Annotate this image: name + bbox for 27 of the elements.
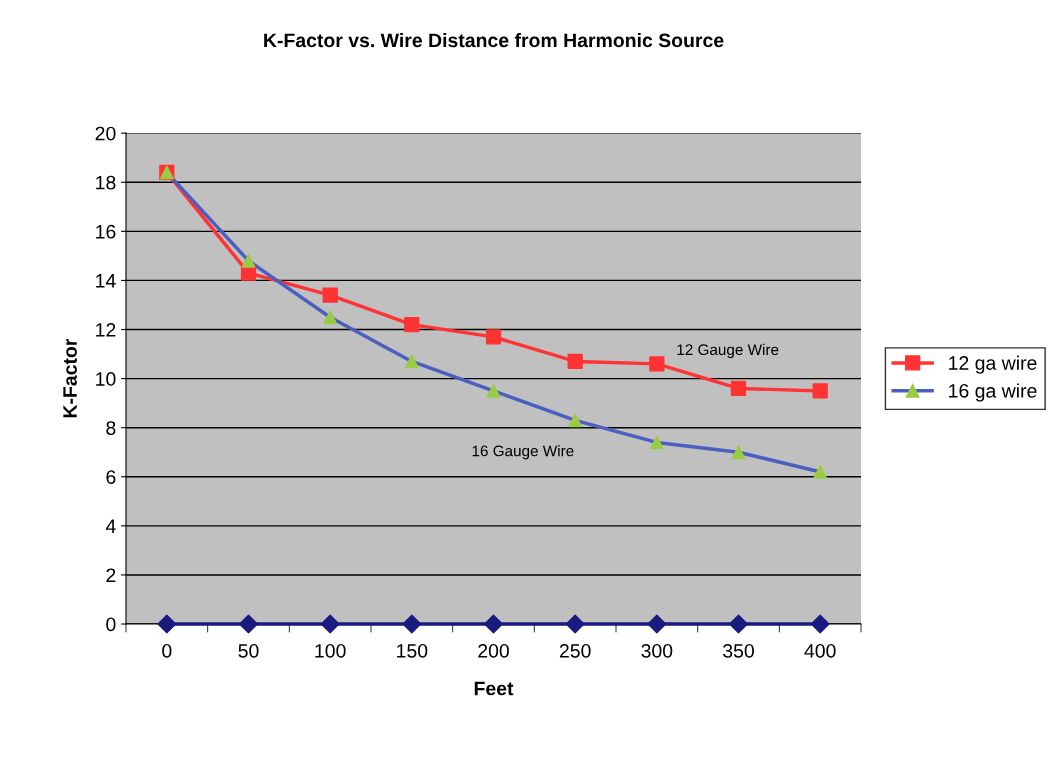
chart-title: K-Factor vs. Wire Distance from Harmonic Source (264, 32, 724, 48)
x-tick-label: 400 (804, 643, 836, 658)
y-tick-label: 4 (105, 519, 116, 533)
x-tick-label: 150 (397, 643, 428, 658)
x-tick-label: 250 (559, 643, 591, 658)
y-axis-title: K-Factor (63, 338, 77, 418)
y-tick-label: 12 (96, 322, 116, 337)
x-tick-label: 50 (238, 643, 259, 658)
legend-label: 12 ga wire (949, 355, 1037, 374)
y-tick-label: 0 (106, 617, 116, 632)
x-tick-label: 200 (478, 643, 509, 658)
annotation: 16 Gauge Wire (472, 445, 574, 460)
y-tick-label: 14 (96, 274, 116, 288)
y-tick-label: 16 (96, 224, 116, 239)
x-tick-label: 350 (723, 643, 754, 658)
y-tick-label: 20 (95, 126, 116, 141)
y-tick-label: 10 (96, 372, 116, 386)
x-tick-label: 0 (162, 643, 172, 658)
x-tick-label: 100 (315, 643, 346, 658)
y-tick-label: 6 (106, 470, 116, 484)
x-tick-label: 300 (641, 643, 673, 658)
annotation: 12 Gauge Wire (677, 343, 779, 359)
legend-label: 16 ga wire (949, 383, 1037, 402)
y-tick-label: 2 (106, 568, 116, 582)
y-tick-label: 8 (106, 421, 116, 435)
y-tick-label: 18 (96, 175, 116, 190)
x-axis-title: Feet (474, 681, 514, 696)
